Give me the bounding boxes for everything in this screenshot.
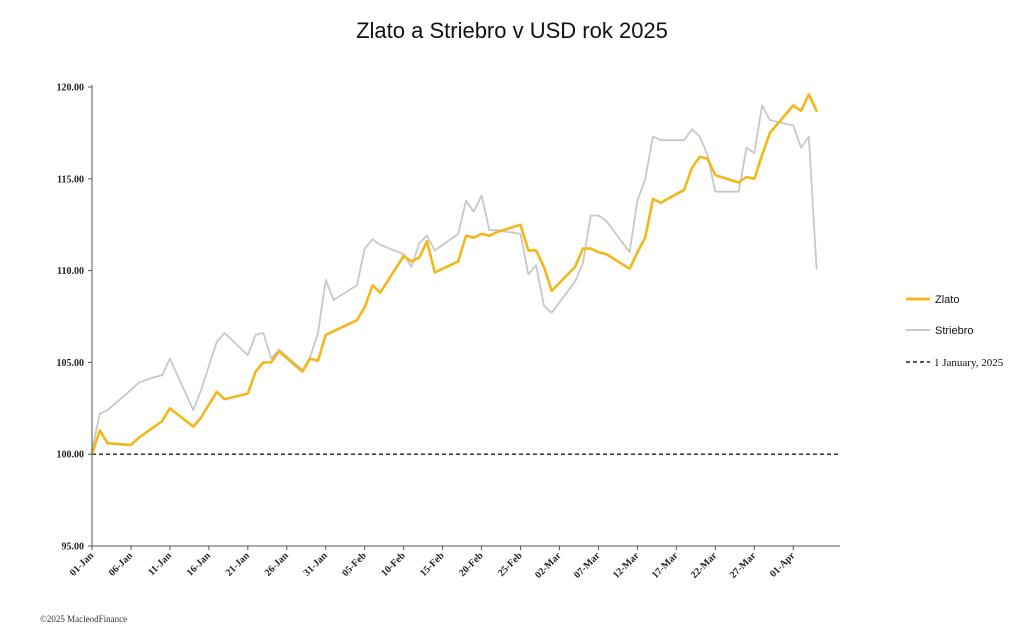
legend-item-striebro[interactable]: Striebro: [906, 325, 974, 337]
x-tick-label: 02-Mar: [533, 550, 564, 581]
series-line-striebro: [91, 104, 818, 452]
y-tick-labels: 95.00 100.00 105.00 110.00 115.00 120.00: [57, 83, 92, 553]
y-tick-label: 110.00: [57, 266, 84, 277]
x-tick-label: 10-Feb: [379, 550, 408, 579]
y-tick-label: 95.00: [62, 542, 85, 553]
y-tick-label: 120.00: [57, 83, 85, 94]
y-tick-label: 100.00: [57, 450, 85, 461]
legend-label-striebro: Striebro: [935, 325, 974, 337]
copyright-note: ©2025 MacleodFinance: [40, 614, 128, 624]
series-layer: [90, 93, 818, 456]
x-tick-label: 15-Feb: [418, 550, 447, 579]
legend-label-zlato: Zlato: [935, 294, 959, 306]
axes: [91, 85, 840, 547]
series-line-zlato: [90, 93, 818, 456]
x-tick-label: 31-Jan: [302, 550, 331, 579]
x-tick-label: 06-Jan: [107, 550, 136, 579]
x-tick-label: 07-Mar: [572, 550, 603, 581]
x-tick-label: 27-Mar: [728, 550, 759, 581]
x-tick-label: 05-Feb: [340, 550, 369, 579]
x-tick-label: 12-Mar: [611, 550, 642, 581]
x-tick-label: 11-Jan: [146, 550, 174, 578]
x-tick-label: 25-Feb: [496, 550, 525, 579]
legend-label-baseline: 1 January, 2025: [934, 357, 1004, 369]
y-tick-label: 105.00: [57, 358, 85, 369]
x-tick-label: 01-Apr: [768, 550, 798, 580]
legend: Zlato Striebro 1 January, 2025: [906, 294, 1004, 369]
x-tick-label: 01-Jan: [68, 550, 97, 579]
legend-item-baseline[interactable]: 1 January, 2025: [906, 357, 1004, 369]
x-tick-labels: 01-Jan 06-Jan 11-Jan 16-Jan 21-Jan 26-Jan 31-J…: [68, 546, 798, 581]
x-tick-label: 22-Mar: [689, 550, 720, 581]
x-tick-label: 21-Jan: [224, 550, 253, 579]
legend-item-zlato[interactable]: Zlato: [906, 294, 959, 306]
x-tick-label: 16-Jan: [185, 550, 214, 579]
x-tick-label: 20-Feb: [457, 550, 486, 579]
y-tick-label: 115.00: [57, 174, 84, 185]
x-tick-label: 17-Mar: [650, 550, 681, 581]
x-tick-label: 26-Jan: [263, 550, 292, 579]
chart-title: Zlato a Striebro v USD rok 2025: [356, 18, 668, 43]
